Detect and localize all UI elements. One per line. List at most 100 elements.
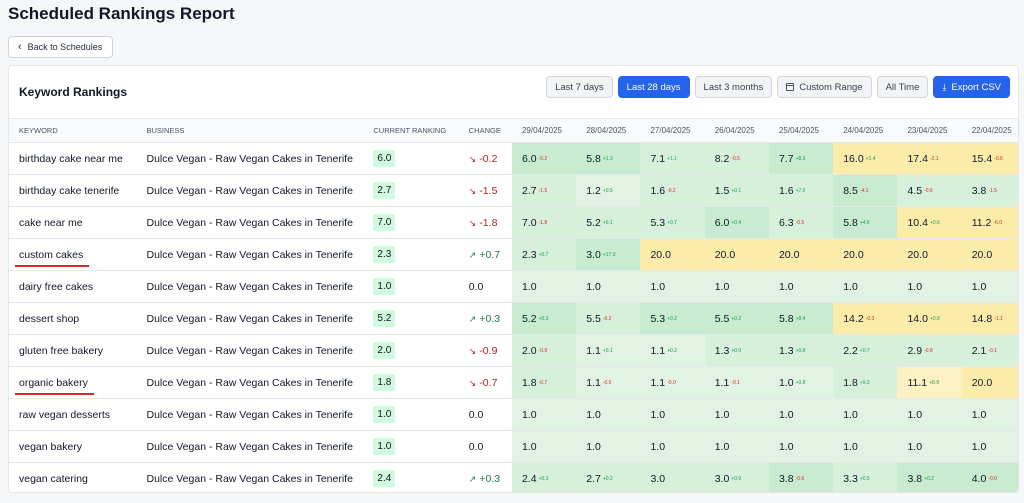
custom-range-label: Custom Range (799, 81, 863, 93)
daily-ranking-value: 1.3 (714, 344, 730, 357)
last-3-months-button[interactable]: Last 3 months (694, 76, 773, 98)
table-row[interactable]: gluten free bakery Dulce Vegan - Raw Vega… (9, 334, 1018, 367)
change-cell: ↘ -0.2 (458, 142, 512, 175)
daily-ranking-value: 1.2 (586, 184, 601, 197)
daily-delta: +0.3 (538, 315, 549, 322)
business-cell: Dulce Vegan - Raw Vegan Cakes in Tenerif… (136, 174, 364, 207)
change-value: 0.0 (468, 408, 484, 421)
arrow-down-right-icon: ↘ (468, 185, 477, 196)
business-cell: Dulce Vegan - Raw Vegan Cakes in Tenerif… (136, 366, 364, 399)
daily-ranking-value: 3.8 (971, 184, 987, 197)
daily-delta: +0.5 (602, 187, 613, 194)
daily-ranking-value: 14.2 (843, 312, 864, 325)
daily-delta: -6.0 (993, 219, 1003, 226)
column-header-change[interactable]: CHANGE (458, 118, 512, 143)
daily-delta: -0.8 (924, 347, 933, 354)
daily-ranking-cell: 1.8 -0.7 (511, 366, 577, 399)
table-row[interactable]: dessert shop Dulce Vegan - Raw Vegan Cake… (9, 302, 1018, 335)
column-header-keyword[interactable]: KEYWORD (9, 118, 137, 143)
daily-ranking-cell: 4.5 -0.6 (897, 174, 962, 207)
column-header-date[interactable]: 23/04/2025 (897, 118, 962, 143)
daily-ranking-value: 1.8 (521, 376, 537, 389)
daily-ranking-value: 3.0 (650, 472, 666, 485)
table-row[interactable]: raw vegan desserts Dulce Vegan - Raw Vega… (9, 398, 1018, 431)
current-ranking-badge: 2.0 (373, 342, 396, 359)
daily-ranking-cell: 1.0 (768, 398, 834, 431)
table-row[interactable]: cake near me Dulce Vegan - Raw Vegan Cake… (9, 206, 1018, 239)
daily-delta: +0.6 (929, 219, 940, 226)
daily-ranking-value: 4.0 (971, 472, 987, 485)
column-header-date[interactable]: 25/04/2025 (768, 118, 834, 143)
custom-range-button[interactable]: Custom Range (777, 76, 872, 98)
daily-ranking-value: 1.0 (650, 440, 666, 453)
arrow-up-right-icon: ↗ (468, 313, 477, 324)
daily-ranking-value: 5.2 (521, 312, 537, 325)
daily-ranking-cell: 1.1 +0.1 (576, 334, 641, 367)
daily-ranking-cell: 1.0 (640, 270, 705, 303)
table-row[interactable]: vegan bakery Dulce Vegan - Raw Vegan Cake… (9, 430, 1018, 463)
daily-ranking-value: 1.0 (586, 440, 601, 453)
current-ranking-cell: 6.0 (363, 142, 459, 175)
change-cell: ↘ -0.9 (458, 334, 512, 367)
table-row[interactable]: custom cakes Dulce Vegan - Raw Vegan Cake… (9, 238, 1018, 271)
change-cell: 0.0 (458, 398, 512, 431)
keyword-cell: custom cakes (9, 238, 137, 271)
keyword-cell: dessert shop (9, 302, 137, 335)
daily-ranking-value: 1.6 (778, 184, 794, 197)
daily-delta: +0.2 (924, 475, 934, 482)
daily-ranking-value: 3.0 (714, 472, 730, 485)
daily-ranking-cell: 8.5 -4.1 (833, 174, 898, 207)
daily-ranking-cell: 3.0 +17.0 (576, 238, 641, 271)
daily-delta: -0.0 (988, 475, 997, 482)
column-header-date[interactable]: 28/04/2025 (576, 118, 641, 143)
daily-ranking-value: 20.0 (714, 248, 736, 261)
column-header-date[interactable]: 27/04/2025 (640, 118, 705, 143)
keyword-text: birthday cake near me (19, 152, 123, 165)
column-header-current-ranking[interactable]: CURRENT RANKING (363, 118, 459, 143)
daily-ranking-value: 15.4 (971, 152, 993, 165)
current-ranking-badge: 1.0 (373, 278, 396, 295)
arrow-down-right-icon: ↘ (468, 345, 477, 356)
daily-delta: +1.3 (602, 155, 613, 162)
column-header-business[interactable]: BUSINESS (136, 118, 364, 143)
column-header-date[interactable]: 22/04/2025 (961, 118, 1018, 143)
daily-ranking-cell: 1.0 (511, 398, 577, 431)
last-7-days-button[interactable]: Last 7 days (546, 76, 613, 98)
daily-ranking-value: 1.0 (714, 280, 730, 293)
all-time-button[interactable]: All Time (876, 76, 929, 98)
table-body: birthday cake near me Dulce Vegan - Raw V… (9, 142, 1018, 492)
daily-ranking-value: 2.7 (521, 184, 537, 197)
daily-ranking-cell: 1.0 (833, 398, 898, 431)
table-row[interactable]: birthday cake tenerife Dulce Vegan - Raw … (9, 174, 1018, 207)
daily-ranking-cell: 6.3 -0.5 (768, 206, 834, 239)
last-28-days-button[interactable]: Last 28 days (617, 76, 690, 98)
column-header-date[interactable]: 29/04/2025 (511, 118, 577, 143)
rankings-table: KEYWORD BUSINESS CURRENT RANKING CHANGE … (9, 118, 1018, 492)
table-row[interactable]: birthday cake near me Dulce Vegan - Raw V… (9, 142, 1018, 175)
keyword-cell: birthday cake tenerife (9, 174, 137, 207)
back-to-schedules-button[interactable]: ‹ Back to Schedules (8, 36, 114, 58)
daily-delta: +0.8 (795, 347, 806, 354)
daily-delta: +0.4 (731, 219, 742, 226)
table-row[interactable]: dairy free cakes Dulce Vegan - Raw Vegan … (9, 270, 1018, 303)
daily-ranking-cell: 5.8 +8.4 (768, 302, 834, 335)
daily-ranking-cell: 2.9 -0.8 (897, 334, 962, 367)
daily-ranking-cell: 5.5 -0.2 (576, 302, 641, 335)
current-ranking-badge: 5.2 (373, 310, 396, 327)
daily-ranking-cell: 3.3 +0.5 (833, 462, 898, 492)
daily-ranking-value: 1.0 (843, 280, 858, 293)
daily-ranking-value: 8.5 (843, 184, 858, 197)
column-header-date[interactable]: 26/04/2025 (704, 118, 769, 143)
daily-delta: +8.4 (795, 315, 806, 322)
current-ranking-cell: 2.0 (363, 334, 459, 367)
export-csv-button[interactable]: ⤓ Export CSV (933, 76, 1010, 98)
column-header-date[interactable]: 24/04/2025 (833, 118, 898, 143)
change-cell: ↘ -0.7 (458, 366, 512, 399)
current-ranking-cell: 1.0 (363, 398, 459, 431)
table-row[interactable]: organic bakery Dulce Vegan - Raw Vegan Ca… (9, 366, 1018, 399)
table-row[interactable]: vegan catering Dulce Vegan - Raw Vegan Ca… (9, 462, 1018, 492)
daily-ranking-cell: 1.1 -0.0 (640, 366, 705, 399)
daily-ranking-value: 1.1 (650, 376, 666, 389)
daily-ranking-cell: 20.0 (704, 238, 769, 271)
daily-ranking-value: 1.0 (907, 408, 923, 421)
